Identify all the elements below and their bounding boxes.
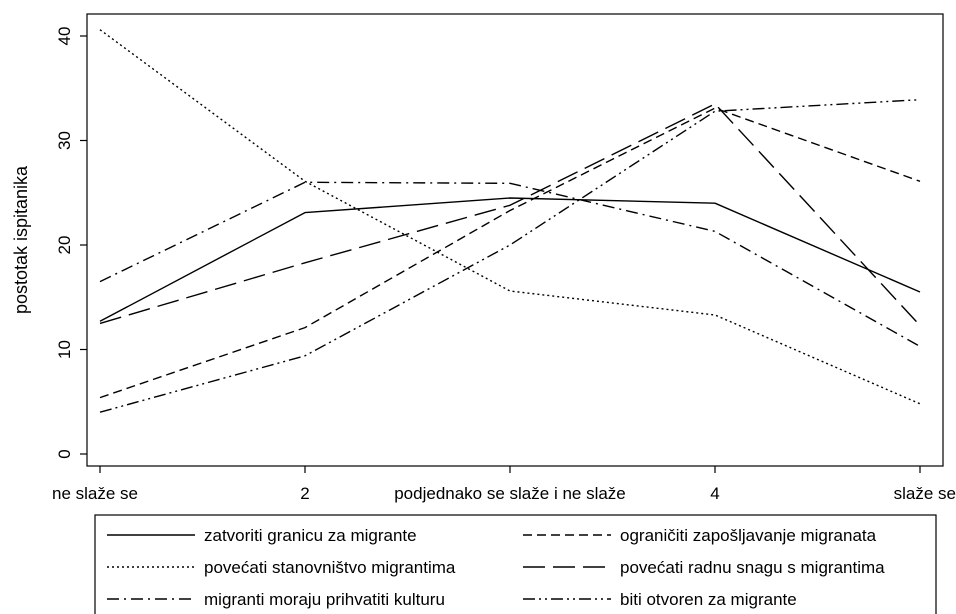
series-line-2 bbox=[99, 107, 921, 399]
legend-label-6: biti otvoren za migrante bbox=[620, 590, 797, 609]
series-line-6 bbox=[99, 99, 921, 413]
y-tick-label: 20 bbox=[55, 236, 74, 255]
legend-label-4: povećati radnu snagu s migrantima bbox=[620, 558, 885, 577]
legend-label-2: ograničiti zapošljavanje migranata bbox=[620, 526, 877, 545]
legend-label-3: povećati stanovništvo migrantima bbox=[204, 558, 456, 577]
y-tick-label: 10 bbox=[55, 340, 74, 359]
series-line-4 bbox=[99, 103, 921, 326]
legend-label-5: migranti moraju prihvatiti kulturu bbox=[204, 590, 445, 609]
legend: zatvoriti granicu za migrante ograničiti … bbox=[107, 526, 885, 609]
legend-label-1: zatvoriti granicu za migrante bbox=[204, 526, 417, 545]
x-tick-label: 2 bbox=[300, 484, 309, 503]
x-tick-label: 4 bbox=[710, 484, 719, 503]
series-line-3 bbox=[99, 29, 921, 405]
y-axis: 0 10 20 30 40 bbox=[55, 27, 87, 459]
y-axis-title: postotak ispitanika bbox=[11, 165, 31, 314]
series-line-1 bbox=[99, 197, 921, 322]
y-tick-label: 0 bbox=[55, 449, 74, 458]
x-tick-label: slaže se bbox=[894, 484, 956, 503]
y-tick-label: 40 bbox=[55, 27, 74, 46]
series-layer bbox=[99, 29, 921, 413]
legend-box bbox=[94, 514, 937, 614]
plot-frame bbox=[86, 13, 944, 467]
y-tick-label: 30 bbox=[55, 131, 74, 150]
x-axis: ne slaže se 2 podjednako se slaže i ne sla… bbox=[52, 466, 956, 503]
x-tick-label: ne slaže se bbox=[52, 484, 138, 503]
x-tick-label: podjednako se slaže i ne slaže bbox=[394, 484, 626, 503]
series-line-5 bbox=[99, 181, 921, 348]
